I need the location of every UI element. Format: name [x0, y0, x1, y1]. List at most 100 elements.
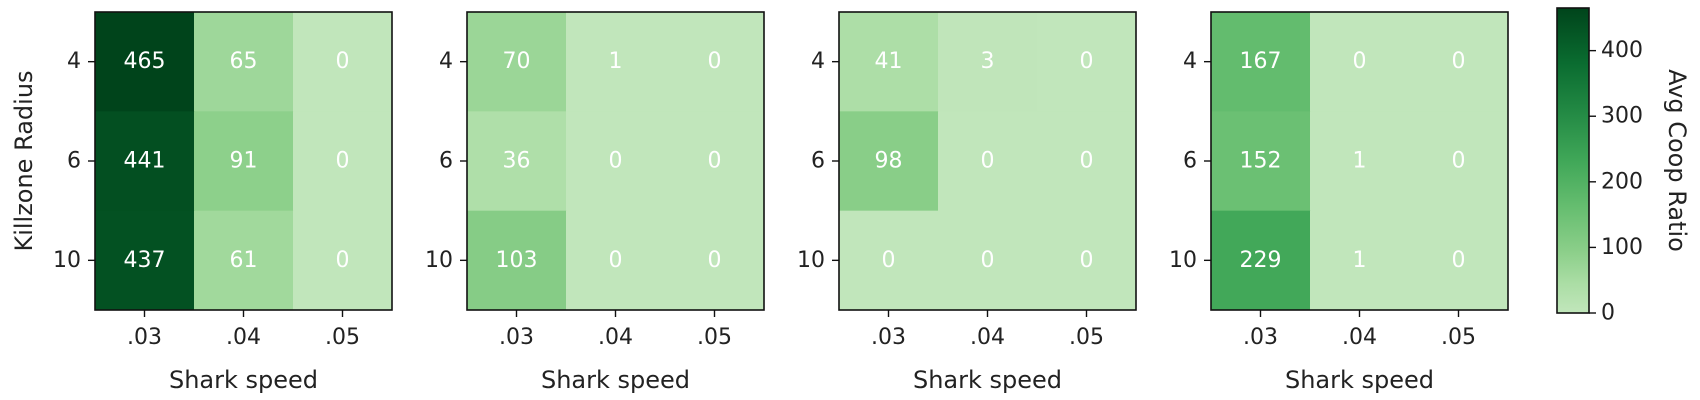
heatmap-cell	[1310, 12, 1410, 112]
colorbar-tick-label: 300	[1601, 104, 1643, 129]
heatmap-cell	[293, 111, 393, 212]
y-tick-label: 4	[67, 49, 81, 74]
y-tick-label: 10	[53, 248, 81, 273]
cell-value-label: 0	[336, 248, 350, 273]
y-tick-label: 4	[811, 49, 825, 74]
heatmap-cell	[1211, 111, 1311, 212]
x-tick-label: .03	[499, 325, 534, 350]
y-tick-label: 6	[811, 149, 825, 174]
heatmap-cell	[1310, 111, 1410, 212]
heatmap-cell	[194, 210, 294, 311]
heatmap-cell	[1409, 210, 1509, 311]
cell-value-label: 103	[496, 248, 538, 273]
y-tick-label: 10	[797, 248, 825, 273]
x-tick-label: .05	[1441, 325, 1476, 350]
heatmap-cell	[938, 210, 1038, 311]
cell-value-label: 0	[882, 248, 896, 273]
cell-value-label: 441	[124, 149, 166, 174]
colorbar-gradient	[1556, 7, 1590, 314]
y-tick-label: 6	[67, 149, 81, 174]
cell-value-label: 152	[1240, 149, 1282, 174]
heatmap-cell	[95, 210, 195, 311]
cell-value-label: 0	[1353, 49, 1367, 74]
colorbar-tick-label: 200	[1601, 169, 1643, 194]
heatmap-cell	[467, 12, 567, 112]
x-axis-label: Shark speed	[913, 366, 1062, 394]
x-tick-label: .05	[1069, 325, 1104, 350]
cell-value-label: 61	[230, 248, 258, 273]
heatmap-cell	[194, 111, 294, 212]
heatmap-cell	[1037, 12, 1137, 112]
x-tick-label: .04	[970, 325, 1005, 350]
cell-value-label: 0	[981, 248, 995, 273]
x-tick-label: .04	[598, 325, 633, 350]
cell-value-label: 229	[1240, 248, 1282, 273]
cell-value-label: 0	[1452, 248, 1466, 273]
heatmap-cell	[1037, 210, 1137, 311]
heatmap-cell	[1037, 111, 1137, 212]
colorbar: 0 100 200 300 400 Avg Coop Ratio	[1556, 7, 1691, 326]
cell-value-label: 65	[230, 49, 258, 74]
heatmap-cell	[1409, 111, 1509, 212]
x-tick-label: .05	[325, 325, 360, 350]
cell-value-label: 0	[1080, 149, 1094, 174]
x-tick-label: .05	[697, 325, 732, 350]
heatmap-cell	[293, 12, 393, 112]
x-tick-label: .03	[1243, 325, 1278, 350]
heatmap-cell	[938, 111, 1038, 212]
cell-value-label: 0	[1080, 49, 1094, 74]
y-tick-label: 4	[1183, 49, 1197, 74]
x-axis-label: Shark speed	[1285, 366, 1434, 394]
colorbar-tick-label: 100	[1601, 235, 1643, 260]
y-axis-label: Killzone Radius	[10, 70, 38, 251]
heatmap-cell	[665, 111, 765, 212]
heatmap-cell	[1211, 210, 1311, 311]
x-axis-label: Shark speed	[541, 366, 690, 394]
x-axis-label: Shark speed	[169, 366, 318, 394]
heatmap-cell	[839, 12, 939, 112]
heatmap-cell	[467, 210, 567, 311]
cell-value-label: 0	[708, 49, 722, 74]
cell-value-label: 0	[708, 248, 722, 273]
cell-value-label: 91	[230, 149, 258, 174]
heatmap-cell	[566, 12, 666, 112]
cell-value-label: 0	[1452, 149, 1466, 174]
cell-value-label: 41	[875, 49, 903, 74]
colorbar-tick-label: 400	[1601, 38, 1643, 63]
cell-value-label: 465	[124, 49, 166, 74]
heatmap-cell	[1409, 12, 1509, 112]
cell-value-label: 0	[609, 149, 623, 174]
cell-value-label: 1	[1353, 248, 1367, 273]
cell-value-label: 0	[1080, 248, 1094, 273]
heatmap-cell	[293, 210, 393, 311]
heatmap-cell	[95, 111, 195, 212]
cell-value-label: 0	[708, 149, 722, 174]
heatmap-cell	[1211, 12, 1311, 112]
cell-value-label: 98	[875, 149, 903, 174]
x-tick-label: .03	[871, 325, 906, 350]
heatmap-cell	[665, 12, 765, 112]
cell-value-label: 0	[336, 149, 350, 174]
heatmap-cell	[566, 111, 666, 212]
cell-value-label: 0	[609, 248, 623, 273]
cell-value-label: 36	[503, 149, 531, 174]
heatmap-cell	[665, 210, 765, 311]
y-tick-label: 4	[439, 49, 453, 74]
cell-value-label: 437	[124, 248, 166, 273]
cell-value-label: 0	[981, 149, 995, 174]
cell-value-label: 167	[1240, 49, 1282, 74]
y-tick-label: 10	[1169, 248, 1197, 273]
colorbar-label: Avg Coop Ratio	[1663, 69, 1691, 252]
cell-value-label: 70	[503, 49, 531, 74]
heatmap-cell	[566, 210, 666, 311]
cell-value-label: 1	[609, 49, 623, 74]
cell-value-label: 3	[981, 49, 995, 74]
cell-value-label: 0	[1452, 49, 1466, 74]
heatmap-cell	[467, 111, 567, 212]
heatmap-cell	[95, 12, 195, 112]
y-tick-label: 10	[425, 248, 453, 273]
heatmap-cell	[194, 12, 294, 112]
